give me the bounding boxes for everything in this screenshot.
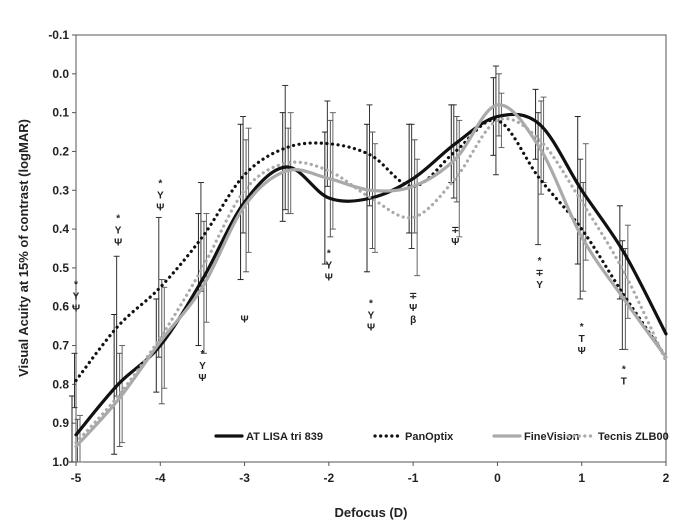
significance-mark: Ψ xyxy=(578,346,586,357)
x-tick-label: -3 xyxy=(239,471,250,485)
significance-mark: * xyxy=(200,349,204,360)
x-axis-ticks: -5 -4 -3 -2 -1 0 1 2 xyxy=(71,462,670,485)
y-tick-label: 1.0 xyxy=(52,455,69,469)
y-tick-label: 0.6 xyxy=(52,300,69,314)
legend-label: AT LISA tri 839 xyxy=(246,431,323,443)
significance-mark: Υ xyxy=(326,260,333,271)
significance-mark: Υ xyxy=(73,291,80,302)
plot-frame xyxy=(75,34,667,463)
y-tick-label: 0.2 xyxy=(52,144,69,158)
x-tick-label: -1 xyxy=(408,471,419,485)
legend: AT LISA tri 839 PanOptix FineVision Tecnis … xyxy=(214,431,669,443)
legend-label: PanOptix xyxy=(405,431,454,443)
y-tick-label: 0.0 xyxy=(52,67,69,81)
x-axis-title: Defocus (D) xyxy=(335,505,408,520)
significance-mark: * xyxy=(327,248,331,259)
error-bars xyxy=(69,65,631,463)
y-tick-label: 0.7 xyxy=(52,339,69,353)
significance-mark: Ψ xyxy=(72,303,80,314)
significance-mark: ∓ xyxy=(409,291,417,302)
significance-mark: * xyxy=(158,178,162,189)
x-tick-label: 1 xyxy=(578,471,585,485)
y-tick-label: 0.4 xyxy=(52,222,69,236)
significance-mark: Υ xyxy=(115,225,122,236)
x-tick-label: -4 xyxy=(155,471,166,485)
series-line-tecnis-zlb00 xyxy=(74,117,668,445)
significance-mark: Ψ xyxy=(241,314,249,325)
significance-mark: * xyxy=(74,279,78,290)
significance-mark: ∓ xyxy=(535,268,543,279)
significance-mark: Ψ xyxy=(198,373,206,384)
series-lines xyxy=(74,103,668,449)
series-line-finevision xyxy=(74,103,668,449)
significance-mark: * xyxy=(369,299,373,310)
y-axis-ticks: -0.1 0.0 0.1 0.2 0.3 0.4 0.5 0.6 0.7 0.8 0.9 1.0 xyxy=(48,28,76,469)
x-tick-label: 0 xyxy=(494,471,501,485)
significance-mark: Υ xyxy=(199,361,206,372)
significance-mark: Τ xyxy=(621,377,627,388)
significance-mark: β xyxy=(410,315,416,326)
x-tick-label: -2 xyxy=(324,471,335,485)
significance-mark: Υ xyxy=(157,190,164,201)
significance-mark: Υ xyxy=(536,280,543,291)
significance-mark: * xyxy=(538,256,542,267)
significance-mark: ∓ xyxy=(451,225,459,236)
significance-mark: Ψ xyxy=(156,202,164,213)
significance-mark: Ψ xyxy=(325,272,333,283)
significance-mark: * xyxy=(116,213,120,224)
y-axis-title: Visual Acuity at 15% of contrast (logMAR… xyxy=(16,119,31,377)
y-tick-label: -0.1 xyxy=(48,28,69,42)
legend-label: Tecnis ZLB00 xyxy=(598,431,669,443)
x-tick-label: 2 xyxy=(663,471,670,485)
significance-mark: Ψ xyxy=(409,303,417,314)
significance-mark: Υ xyxy=(368,311,375,322)
y-tick-label: 0.3 xyxy=(52,183,69,197)
y-tick-label: 0.1 xyxy=(52,106,69,120)
y-tick-label: 0.8 xyxy=(52,377,69,391)
significance-mark: Ψ xyxy=(451,237,459,248)
legend-label: FineVision xyxy=(524,431,580,443)
significance-mark: Τ xyxy=(579,334,585,345)
x-tick-label: -5 xyxy=(71,471,82,485)
significance-mark: Ψ xyxy=(114,237,122,248)
significance-mark: Ψ xyxy=(367,323,375,334)
significance-annotations: *ΥΨ*ΥΨ*ΥΨ*ΥΨΨ*ΥΨ*ΥΨ∓Ψβ∓Ψ*∓Υ*ΤΨ*Τ xyxy=(72,178,627,387)
y-tick-label: 0.9 xyxy=(52,416,69,430)
y-tick-label: 0.5 xyxy=(52,261,69,275)
significance-mark: * xyxy=(622,365,626,376)
significance-mark: * xyxy=(580,322,584,333)
